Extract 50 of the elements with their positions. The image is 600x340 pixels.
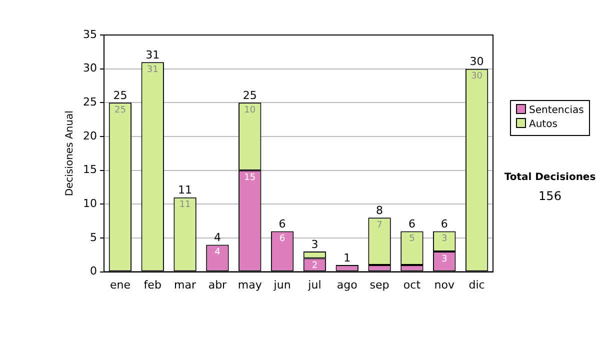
- total-label: 3: [311, 238, 318, 251]
- y-tick-label: 35: [82, 28, 97, 41]
- legend-label: Sentencias: [528, 104, 584, 118]
- y-axis-title: Decisiones Anual: [64, 110, 76, 196]
- data-label: 31: [146, 64, 158, 75]
- total-label: 11: [178, 184, 192, 197]
- total-label: 25: [113, 89, 128, 102]
- data-label: 6: [279, 234, 286, 244]
- legend-label: Autos: [528, 118, 558, 132]
- data-label: 30: [471, 72, 483, 82]
- text: Total Decisiones: [503, 172, 597, 183]
- x-tick-label: abr: [208, 278, 228, 292]
- data-label: 15: [244, 173, 256, 184]
- data-label: 2: [312, 261, 318, 272]
- data-label: 10: [244, 106, 256, 116]
- data-label: 11: [179, 200, 191, 210]
- x-tick-label: dic: [468, 278, 485, 292]
- data-label: 25: [114, 106, 126, 116]
- total-label: 6: [408, 218, 416, 231]
- y-tick-label: 15: [82, 163, 97, 176]
- data-label: 5: [409, 234, 415, 244]
- x-tick-label: mar: [174, 278, 197, 292]
- total-label: 30: [470, 55, 484, 68]
- total-label: 25: [242, 89, 257, 102]
- total-label: 1: [344, 251, 351, 264]
- y-tick-label: 5: [90, 230, 97, 244]
- x-tick-label: jun: [272, 278, 291, 292]
- data-label: 4: [214, 248, 221, 258]
- total-label: 8: [376, 204, 384, 218]
- y-tick-label: 25: [82, 96, 97, 109]
- x-tick-label: sep: [370, 278, 390, 292]
- total-label: 6: [440, 218, 448, 231]
- x-tick-label: may: [238, 278, 262, 292]
- total-label: 31: [146, 48, 160, 62]
- data-label: 7: [376, 220, 382, 231]
- x-tick-label: ene: [110, 278, 131, 292]
- data-label: 3: [442, 234, 448, 244]
- x-tick-label: ago: [336, 278, 358, 292]
- x-tick-label: jul: [307, 278, 322, 292]
- total-label: 4: [214, 231, 221, 244]
- y-tick-label: 0: [90, 264, 97, 278]
- y-tick-label: 10: [82, 197, 97, 210]
- y-tick-label: 30: [82, 62, 97, 75]
- x-tick-label: nov: [434, 278, 455, 292]
- text: 156: [538, 189, 562, 203]
- y-tick-label: 20: [82, 129, 97, 142]
- x-tick-label: feb: [144, 278, 162, 292]
- data-label: 3: [442, 254, 448, 264]
- total-label: 6: [278, 218, 286, 231]
- x-tick-label: oct: [403, 278, 422, 292]
